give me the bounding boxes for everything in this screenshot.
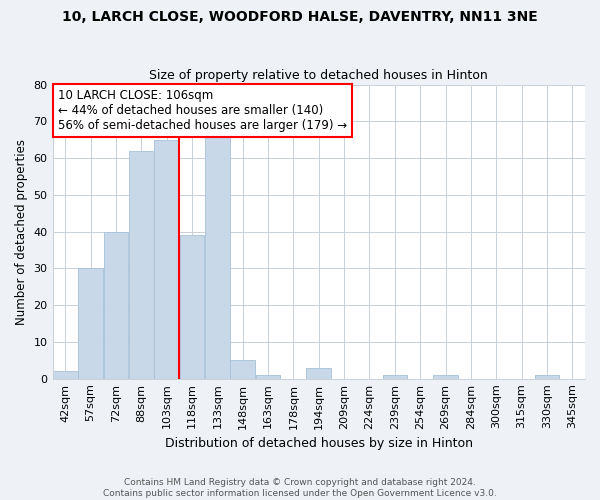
Bar bbox=[307, 368, 331, 378]
Bar bbox=[104, 232, 128, 378]
Bar bbox=[535, 375, 559, 378]
Text: 10, LARCH CLOSE, WOODFORD HALSE, DAVENTRY, NN11 3NE: 10, LARCH CLOSE, WOODFORD HALSE, DAVENTR… bbox=[62, 10, 538, 24]
Bar bbox=[205, 136, 230, 378]
Bar bbox=[433, 375, 458, 378]
Bar bbox=[256, 375, 280, 378]
Bar bbox=[53, 372, 77, 378]
Bar bbox=[230, 360, 255, 378]
X-axis label: Distribution of detached houses by size in Hinton: Distribution of detached houses by size … bbox=[165, 437, 473, 450]
Bar bbox=[129, 150, 154, 378]
Bar bbox=[179, 236, 204, 378]
Title: Size of property relative to detached houses in Hinton: Size of property relative to detached ho… bbox=[149, 69, 488, 82]
Y-axis label: Number of detached properties: Number of detached properties bbox=[15, 138, 28, 324]
Text: 10 LARCH CLOSE: 106sqm
← 44% of detached houses are smaller (140)
56% of semi-de: 10 LARCH CLOSE: 106sqm ← 44% of detached… bbox=[58, 89, 347, 132]
Bar bbox=[78, 268, 103, 378]
Bar bbox=[154, 140, 179, 378]
Bar bbox=[383, 375, 407, 378]
Text: Contains HM Land Registry data © Crown copyright and database right 2024.
Contai: Contains HM Land Registry data © Crown c… bbox=[103, 478, 497, 498]
